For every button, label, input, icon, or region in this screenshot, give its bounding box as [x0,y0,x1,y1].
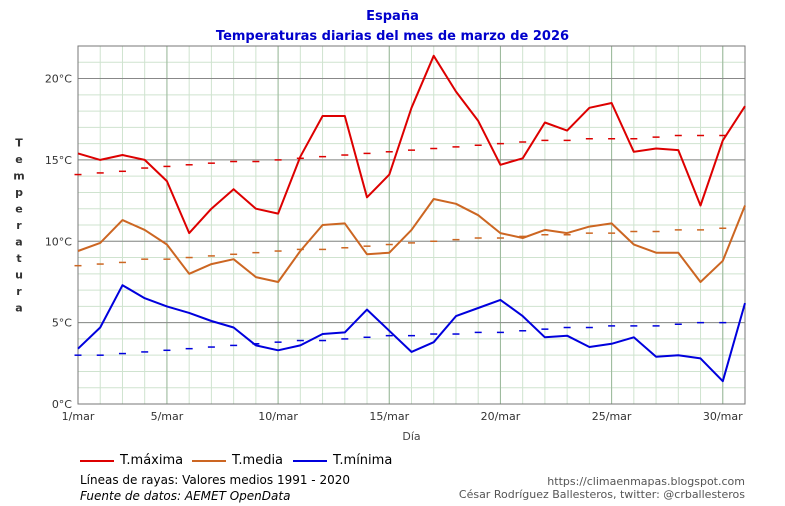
credit-author: César Rodríguez Ballesteros, twitter: @c… [458,488,745,501]
legend-item-max: T.máxima [80,453,183,468]
x-axis-label: Día [402,430,420,443]
legend-label-min: T.mínima [333,453,393,468]
legend-swatch-min [293,459,327,462]
y-axis-label-letter: a [15,236,22,249]
x-tick-label: 5/mar [151,410,184,423]
y-axis-label-letter: t [16,252,21,265]
y-tick-label: 15°C [45,154,72,167]
legend-label-mean: T.media [232,453,284,468]
chart-title: España [366,9,419,24]
y-tick-label: 5°C [52,317,72,330]
x-tick-label: 30/mar [703,410,743,423]
y-axis-label-letter: e [15,203,22,216]
y-axis-label-letter: r [16,285,22,298]
y-axis-label-letter: T [15,137,23,150]
y-axis-label-letter: e [15,153,22,166]
x-tick-label: 1/mar [62,410,95,423]
x-tick-label: 10/mar [258,410,298,423]
y-axis-label-letter: a [15,302,22,315]
credit-url: https://climaenmapas.blogspot.com [547,475,745,488]
y-tick-label: 20°C [45,73,72,86]
series-line-2 [77,284,746,383]
plot-frame [77,45,746,405]
y-tick-label: 0°C [52,398,72,411]
y-axis-label-letter: m [13,170,24,183]
chart-subtitle: Temperaturas diarias del mes de marzo de… [215,29,570,44]
x-tick-label: 20/mar [481,410,521,423]
legend-swatch-mean [192,459,226,462]
dashed-lines-note: Líneas de rayas: Valores medios 1991 - 2… [80,473,350,487]
y-tick-label: 10°C [45,235,72,248]
y-axis-label-letter: r [16,219,22,232]
x-tick-label: 15/mar [369,410,409,423]
series-line-0 [77,54,746,235]
legend-label-max: T.máxima [120,453,184,468]
y-axis-label-letter: p [15,186,23,199]
legend-item-mean: T.media [192,453,283,468]
legend-item-min: T.mínima [293,453,392,468]
series-line-1 [77,198,746,283]
legend-swatch-max [80,459,114,462]
y-axis-label-letter: u [15,269,23,282]
data-source-note: Fuente de datos: AEMET OpenData [80,489,291,503]
x-tick-label: 25/mar [592,410,632,423]
